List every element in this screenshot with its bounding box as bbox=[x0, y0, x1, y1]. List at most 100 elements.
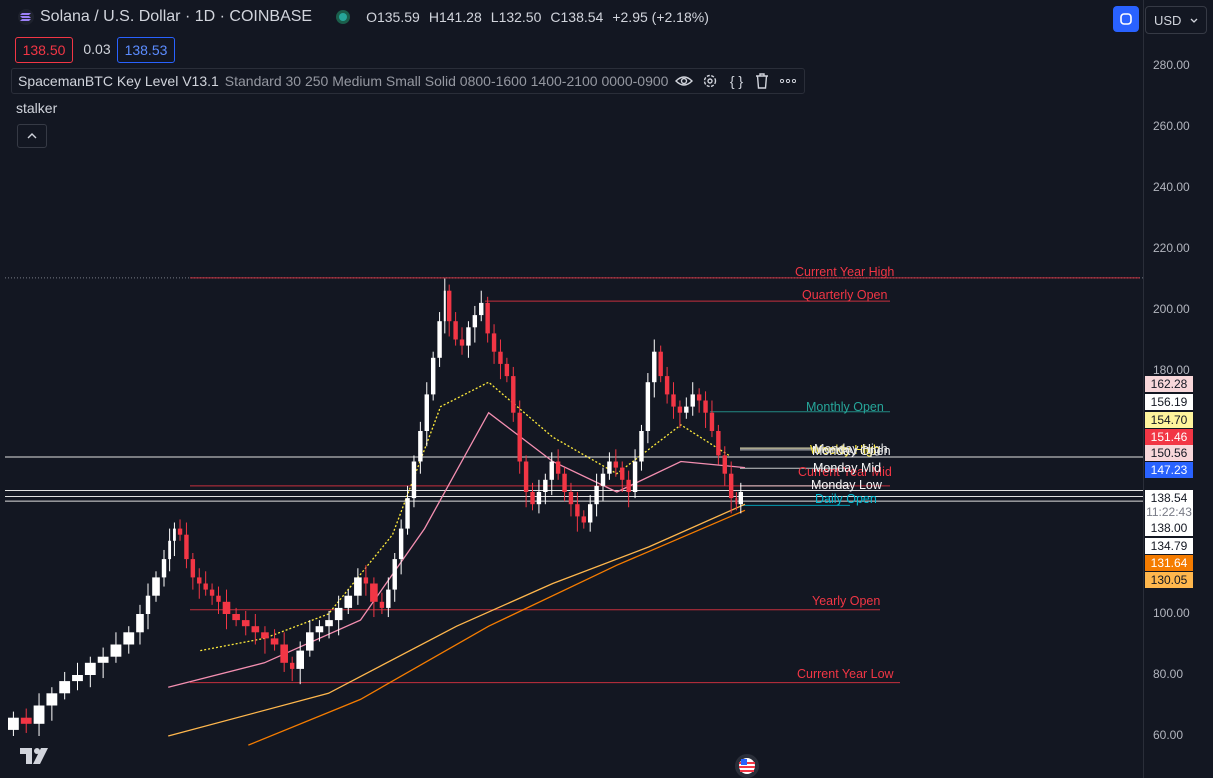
candle-body bbox=[443, 290, 446, 322]
candle-body bbox=[453, 321, 458, 340]
level-label-monthly-open: Monthly Open bbox=[806, 400, 884, 414]
price-tag: 131.64 bbox=[1145, 555, 1193, 571]
y-tick-label: 280.00 bbox=[1153, 58, 1190, 72]
candle-body bbox=[658, 351, 663, 377]
candle-body bbox=[600, 473, 606, 486]
candle-body bbox=[241, 620, 250, 627]
price-change: +2.95 (+2.18%) bbox=[612, 9, 709, 25]
candle-body bbox=[289, 662, 295, 669]
symbol-title[interactable]: Solana / U.S. Dollar · 1D · COINBASE bbox=[40, 8, 313, 25]
candle-body bbox=[398, 528, 404, 560]
candle-body bbox=[334, 607, 343, 621]
candle-body bbox=[536, 492, 542, 505]
candle-body bbox=[620, 467, 625, 480]
candle-body bbox=[498, 351, 503, 364]
candle-body bbox=[72, 675, 83, 682]
candle-body bbox=[587, 504, 593, 523]
price-axis-separator bbox=[1143, 0, 1144, 778]
price-tag: 150.56 bbox=[1145, 445, 1193, 461]
candle-body bbox=[549, 461, 554, 480]
candle-body bbox=[97, 656, 109, 663]
y-tick-label: 80.00 bbox=[1153, 667, 1184, 681]
level-label-quarterly-open: Quarterly Open bbox=[802, 288, 888, 302]
candle-body bbox=[562, 473, 567, 492]
candle-body bbox=[392, 559, 397, 590]
candle-body bbox=[626, 479, 631, 492]
candle-body bbox=[703, 400, 708, 413]
candle-body bbox=[607, 461, 612, 474]
candle-body bbox=[379, 601, 385, 608]
chevron-down-icon bbox=[1190, 18, 1198, 23]
settings-gear-icon[interactable] bbox=[700, 71, 720, 91]
candle-body bbox=[575, 504, 580, 517]
candle-body bbox=[568, 492, 574, 505]
candle-body bbox=[386, 589, 391, 608]
candle-body bbox=[735, 498, 738, 505]
candle-body bbox=[511, 376, 516, 413]
candle-body bbox=[8, 717, 19, 730]
indicator-name: SpacemanBTC Key Level V13.1 bbox=[18, 73, 219, 89]
price-tag: 138.00 bbox=[1145, 520, 1193, 536]
candle-body bbox=[251, 626, 260, 633]
candle-body bbox=[728, 473, 734, 499]
candle-body bbox=[645, 382, 651, 431]
candle-body bbox=[504, 363, 510, 377]
candle-body bbox=[664, 376, 670, 395]
candle-body bbox=[152, 577, 160, 596]
level-label-monday-high: Monday High bbox=[814, 442, 888, 456]
collapse-legend-button[interactable] bbox=[17, 124, 47, 148]
candle-body bbox=[690, 394, 695, 407]
candle-body bbox=[709, 412, 715, 431]
candle-body bbox=[613, 461, 619, 468]
level-label-monday-open: Monday Open bbox=[812, 444, 891, 458]
candle-body bbox=[20, 717, 32, 724]
candle-body bbox=[168, 540, 172, 560]
candle-body bbox=[677, 406, 683, 413]
currency-select[interactable]: USD bbox=[1145, 6, 1207, 34]
trash-icon[interactable] bbox=[752, 71, 772, 91]
source-code-icon[interactable]: { } bbox=[729, 73, 744, 89]
eye-icon[interactable] bbox=[674, 71, 694, 91]
candle-body bbox=[33, 705, 45, 724]
y-tick-label: 220.00 bbox=[1153, 241, 1190, 255]
price-tag: 154.70 bbox=[1145, 412, 1193, 428]
candle-body bbox=[315, 626, 324, 633]
y-tick-label: 100.00 bbox=[1153, 606, 1190, 620]
sync-chart-button[interactable] bbox=[1113, 6, 1139, 32]
candle-body bbox=[325, 620, 333, 627]
candle-body bbox=[459, 339, 465, 346]
candle-body bbox=[110, 644, 122, 657]
candle-body bbox=[222, 601, 231, 614]
level-label-current-year-mid: Current Year Mid bbox=[798, 465, 892, 479]
candle-body bbox=[261, 632, 269, 639]
price-tag: 130.05 bbox=[1145, 572, 1193, 588]
candle-body bbox=[161, 559, 167, 578]
us-flag-icon[interactable] bbox=[735, 754, 759, 778]
current-price-tag: 138.54 bbox=[1145, 490, 1193, 506]
buy-price-button[interactable]: 138.53 bbox=[117, 37, 175, 63]
sell-price-button[interactable]: 138.50 bbox=[15, 37, 73, 63]
secondary-indicator-label[interactable]: stalker bbox=[16, 100, 58, 116]
more-options-icon[interactable] bbox=[778, 71, 798, 91]
candle-body bbox=[530, 492, 535, 505]
level-label-current-year-high: Current Year High bbox=[795, 265, 895, 279]
price-tag: 134.79 bbox=[1145, 538, 1193, 554]
moving-average-line bbox=[200, 381, 730, 652]
indicator-legend[interactable]: SpacemanBTC Key Level V13.1 Standard 30 … bbox=[11, 68, 806, 94]
level-label-monday-low: Monday Low bbox=[811, 478, 882, 492]
level-label-daily-open: Daily Open bbox=[815, 492, 877, 506]
candle-body bbox=[555, 461, 561, 474]
candle-body bbox=[216, 595, 221, 602]
candle-body bbox=[652, 351, 657, 383]
candle-body bbox=[203, 583, 208, 590]
candle-body bbox=[418, 431, 423, 462]
candle-body bbox=[738, 492, 743, 505]
candle-body bbox=[491, 333, 497, 352]
level-label-current-year-low: Current Year Low bbox=[797, 667, 894, 681]
price-tag: 156.19 bbox=[1145, 394, 1193, 410]
spread-value: 0.03 bbox=[83, 41, 111, 57]
market-open-status-icon bbox=[336, 10, 351, 24]
candle-body bbox=[190, 559, 196, 578]
candle-body bbox=[424, 394, 429, 431]
